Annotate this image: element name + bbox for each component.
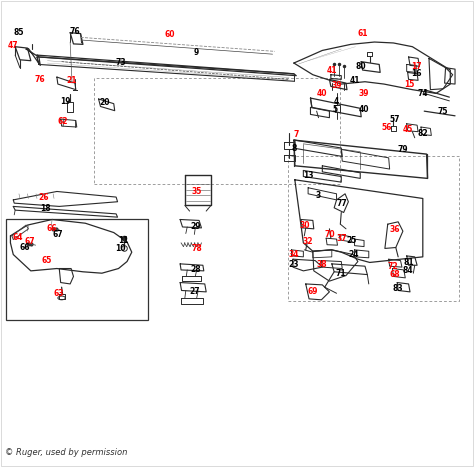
Text: 16: 16 [411, 69, 421, 78]
Text: 68: 68 [390, 270, 400, 279]
Text: 84: 84 [402, 266, 413, 276]
Text: 18: 18 [40, 204, 50, 213]
Text: 3: 3 [316, 191, 321, 200]
Text: 32: 32 [303, 237, 313, 247]
Text: 40: 40 [317, 89, 328, 98]
Text: 39: 39 [359, 89, 369, 98]
Text: 19: 19 [60, 97, 71, 106]
Text: 56: 56 [381, 123, 392, 133]
Text: © Ruger, used by permission: © Ruger, used by permission [5, 448, 128, 457]
Text: 41: 41 [349, 76, 360, 85]
Text: 34: 34 [289, 249, 299, 259]
Text: 82: 82 [418, 128, 428, 138]
Text: 65: 65 [41, 256, 52, 265]
Text: 73: 73 [116, 58, 126, 67]
Text: 45: 45 [402, 125, 413, 134]
Text: 69: 69 [308, 287, 318, 297]
Bar [94, 78, 340, 184]
Text: 81: 81 [404, 258, 414, 268]
Text: 80: 80 [356, 62, 366, 71]
Text: 21: 21 [67, 76, 77, 85]
Text: 74: 74 [418, 89, 428, 98]
Bar [288, 156, 459, 301]
Text: 47: 47 [8, 41, 18, 50]
Text: 60: 60 [164, 30, 175, 39]
Text: 17: 17 [411, 62, 421, 71]
Text: 28: 28 [190, 265, 201, 275]
Text: 35: 35 [191, 187, 202, 196]
Text: 62: 62 [58, 117, 68, 126]
Text: 27: 27 [189, 287, 200, 297]
Text: 70: 70 [324, 230, 335, 240]
Text: 30: 30 [300, 220, 310, 230]
Text: 83: 83 [393, 284, 403, 293]
Text: 15: 15 [404, 79, 414, 89]
Text: 85: 85 [14, 28, 24, 37]
Text: 79: 79 [398, 145, 408, 154]
Text: 40: 40 [359, 105, 369, 114]
Bar [6, 219, 148, 320]
Text: 61: 61 [357, 29, 368, 38]
Text: 39: 39 [331, 81, 342, 91]
Text: 41: 41 [327, 66, 337, 76]
Text: 29: 29 [191, 222, 201, 231]
Text: 67: 67 [25, 237, 35, 247]
Text: 67: 67 [53, 230, 63, 239]
Text: 71: 71 [336, 269, 346, 278]
Text: 23: 23 [289, 260, 299, 269]
Text: 37: 37 [337, 234, 347, 243]
Text: 66: 66 [19, 243, 30, 252]
Text: 10: 10 [115, 244, 125, 253]
Text: 25: 25 [346, 236, 357, 245]
Text: 78: 78 [191, 244, 202, 253]
Text: 76: 76 [35, 75, 46, 84]
Text: 63: 63 [53, 289, 64, 298]
Text: 66: 66 [47, 224, 57, 234]
Text: 75: 75 [438, 106, 448, 116]
Text: 13: 13 [303, 170, 313, 180]
Text: 5: 5 [332, 105, 337, 114]
Text: 72: 72 [387, 262, 398, 271]
Text: 57: 57 [390, 114, 400, 124]
Text: 9: 9 [194, 48, 200, 57]
Text: 38: 38 [317, 260, 328, 269]
Text: 77: 77 [337, 198, 347, 208]
Text: 7: 7 [293, 130, 299, 139]
Text: 11: 11 [118, 236, 128, 246]
Text: 24: 24 [348, 249, 358, 259]
Text: 26: 26 [38, 192, 49, 202]
Text: 64: 64 [13, 233, 23, 242]
Text: 8: 8 [291, 143, 297, 153]
Text: 4: 4 [334, 97, 339, 106]
Text: 76: 76 [70, 27, 80, 36]
Text: 20: 20 [99, 98, 109, 107]
Text: 36: 36 [389, 225, 400, 234]
